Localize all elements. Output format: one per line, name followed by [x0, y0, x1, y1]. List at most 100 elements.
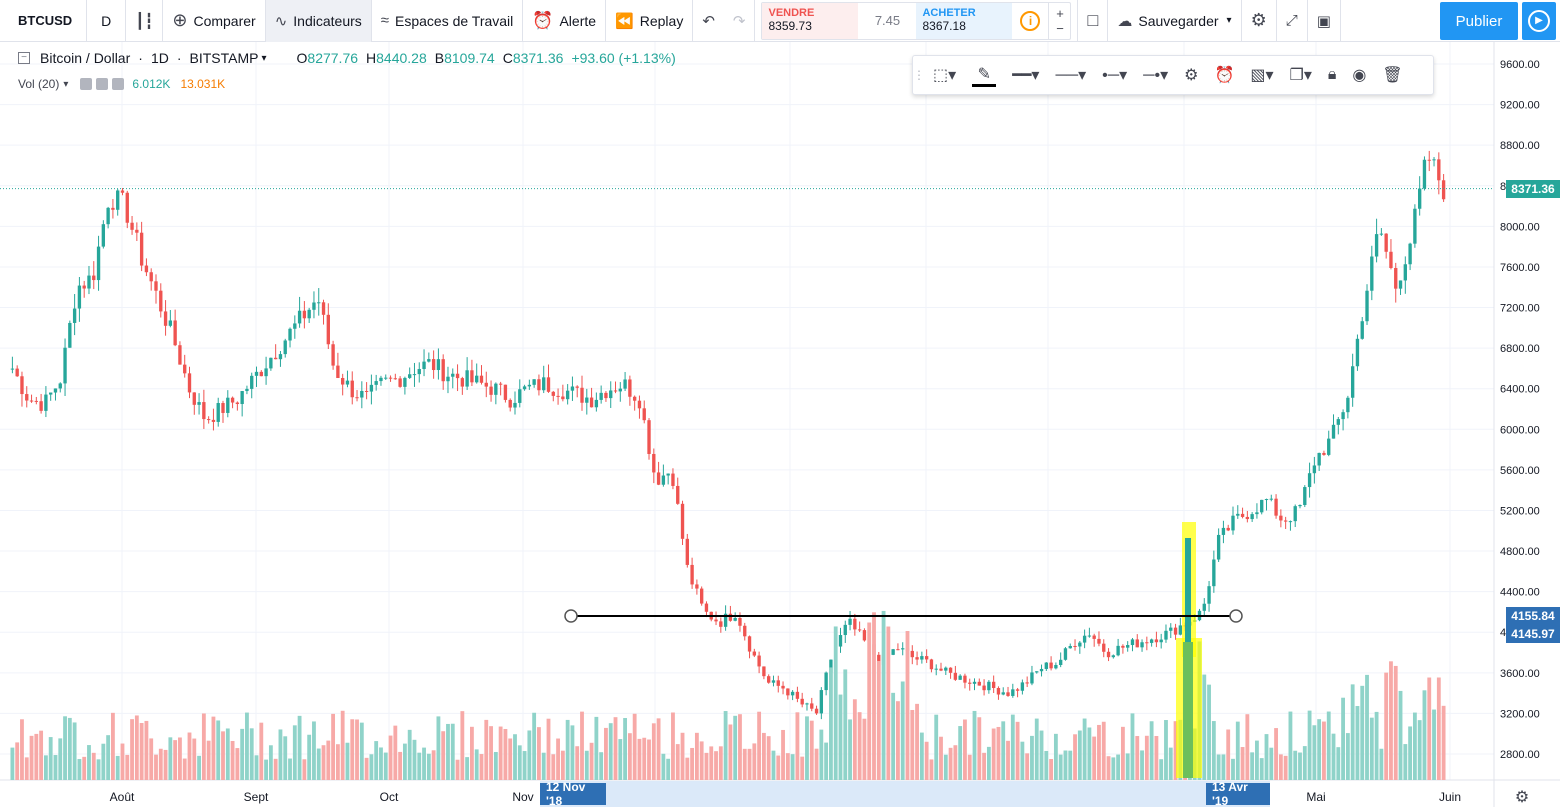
candle-body — [652, 453, 656, 473]
left-end-button[interactable]: •─▾ — [1094, 55, 1135, 95]
delete-button[interactable]: 🗑︎ — [1374, 55, 1410, 95]
fullscreen-button[interactable]: ⤢ — [1277, 0, 1308, 42]
chevron-down-icon[interactable]: ▾ — [63, 78, 69, 90]
candle-body — [738, 617, 742, 626]
time-tick-label: Juin — [1439, 790, 1461, 804]
workspaces-button[interactable]: ≈ Espaces de Travail — [372, 0, 524, 42]
undo-button[interactable]: ↶ — [693, 0, 724, 42]
candle-body — [183, 364, 187, 374]
line-style-button[interactable]: ──▾ — [1047, 55, 1094, 95]
compare-button[interactable]: ⊕ Comparer — [163, 0, 266, 42]
gear-icon[interactable] — [96, 78, 109, 90]
snapshot-button[interactable]: ▣ — [1308, 0, 1341, 42]
chevron-down-icon[interactable]: ▾ — [261, 52, 267, 64]
volume-bar — [67, 717, 72, 780]
sell-button[interactable]: VENDRE 8359.73 — [762, 2, 859, 39]
line-width-button[interactable]: ━━▾ — [1004, 55, 1047, 95]
settings-button[interactable]: ⚙ — [1242, 0, 1277, 42]
candle-body — [690, 564, 694, 585]
template-button[interactable]: ⬚▾ — [925, 55, 964, 95]
volume-bar — [10, 747, 15, 780]
minus-icon[interactable]: − — [1056, 20, 1064, 36]
candle-body — [570, 386, 575, 391]
symbol-search[interactable]: BTCUSD — [0, 0, 88, 42]
save-button[interactable]: ☁ Sauvegarder ▾ — [1108, 0, 1242, 42]
volume-bar — [613, 717, 618, 780]
level-upper-label: 4155.84 — [1506, 607, 1560, 625]
volume-bar — [637, 738, 642, 780]
volume-bar — [1341, 697, 1346, 780]
publish-button[interactable]: Publier — [1440, 2, 1518, 40]
candle-body — [120, 190, 125, 193]
interval-button[interactable]: D — [87, 0, 127, 42]
eye-icon[interactable] — [80, 78, 93, 90]
volume-bar — [560, 750, 565, 780]
candle-body — [613, 390, 618, 392]
volume-label[interactable]: Vol (20) — [18, 77, 60, 91]
hide-button[interactable]: ◉ — [1344, 55, 1374, 95]
drag-handle-icon[interactable]: ⋮ — [913, 68, 925, 82]
volume-bar — [278, 729, 283, 780]
chart-type-button[interactable]: ┃┇ — [126, 0, 164, 42]
volume-bar — [422, 747, 426, 780]
candle-body — [1140, 642, 1144, 648]
indicators-button[interactable]: ∿ Indicateurs — [265, 0, 372, 42]
volume-bar — [130, 719, 134, 780]
candle-body — [451, 373, 455, 377]
drawing-settings-button[interactable]: ⚙ — [1176, 55, 1206, 95]
play-button[interactable]: ▶ — [1522, 2, 1556, 40]
volume-bar — [197, 755, 201, 780]
candle-body — [508, 399, 512, 408]
range-end-label: 13 Avr '19 — [1206, 780, 1270, 807]
candle-body — [283, 340, 287, 355]
fullscreen-toggle-button[interactable]: □ — [1077, 0, 1109, 42]
clone-button[interactable]: ❐▾ — [1282, 55, 1320, 95]
line-color-button[interactable]: ✎ — [964, 55, 1004, 95]
volume-bar — [469, 726, 474, 780]
candle-body — [853, 618, 857, 630]
volume-bar — [331, 713, 336, 780]
volume-bar — [326, 740, 331, 780]
volume-bar — [1092, 736, 1097, 780]
lock-button[interactable]: 🔒︎ — [1320, 55, 1345, 95]
buy-button[interactable]: ACHETER 8367.18 — [916, 2, 1013, 39]
candle-body — [1245, 516, 1250, 520]
candle-body — [345, 380, 350, 385]
volume-bar — [1422, 690, 1427, 780]
volume-bar — [1403, 744, 1408, 780]
volume-bar — [398, 751, 403, 780]
volume-bar — [838, 694, 843, 780]
breakout-candle — [1185, 538, 1191, 658]
volume-bar — [915, 703, 919, 780]
volume-bar — [484, 719, 489, 780]
quantity-stepper[interactable]: + − — [1048, 2, 1070, 39]
candle-body — [546, 377, 551, 392]
volume-bar — [1355, 706, 1360, 780]
volume-bar — [15, 742, 20, 780]
visual-order-button[interactable]: ▧▾ — [1242, 55, 1281, 95]
candle-body — [585, 397, 589, 403]
volume-bar — [1298, 752, 1302, 780]
redo-button[interactable]: ↷ — [724, 0, 756, 42]
volume-bar — [771, 750, 776, 780]
candle-body — [321, 302, 326, 315]
candle-body — [388, 377, 393, 379]
info-button[interactable]: i — [1012, 3, 1048, 39]
candle-body — [465, 370, 469, 387]
plus-icon[interactable]: + — [1056, 5, 1064, 21]
series-title[interactable]: Bitcoin / Dollar — [40, 50, 131, 66]
collapse-icon[interactable]: − — [18, 52, 30, 64]
volume-bar — [91, 752, 96, 780]
candle-body — [1106, 651, 1111, 658]
volume-bar — [1020, 741, 1025, 780]
candle-body — [264, 368, 268, 377]
alert-button[interactable]: ⏰ Alerte — [523, 0, 607, 42]
close-icon[interactable] — [112, 78, 125, 90]
replay-button[interactable]: ⏪ Replay — [606, 0, 694, 42]
candle-body — [795, 691, 800, 699]
alert-drawing-button[interactable]: ⏰ — [1206, 55, 1242, 95]
candle-body — [393, 378, 398, 380]
price-chart[interactable]: 9600.009200.008800.008400.008000.007600.… — [0, 42, 1560, 807]
candle-body — [1346, 397, 1350, 413]
right-end-button[interactable]: ─•▾ — [1135, 55, 1176, 95]
